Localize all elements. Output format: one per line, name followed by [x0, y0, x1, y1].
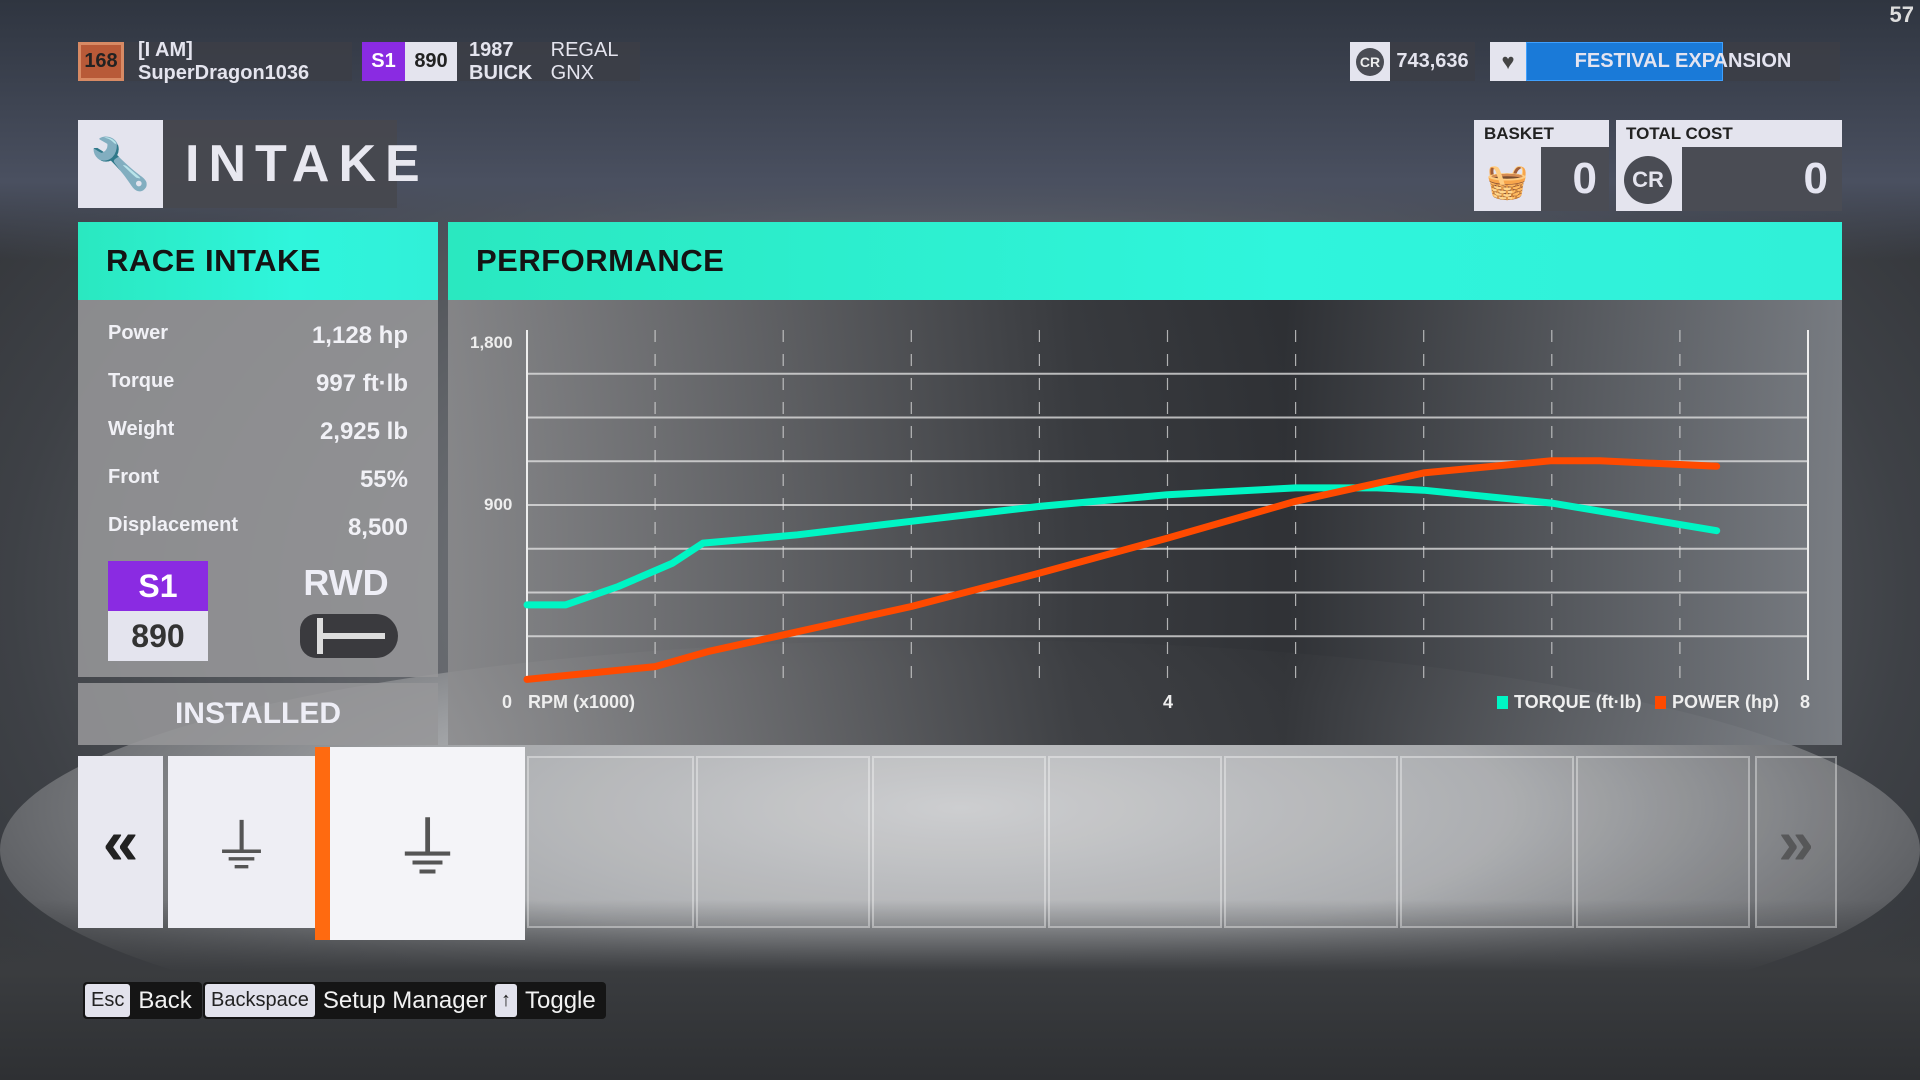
- total-cost-box: TOTAL COST CR 0: [1616, 120, 1842, 211]
- back-label: Back: [138, 986, 192, 1014]
- stat-row-weight: Weight 2,925 lb: [108, 418, 408, 446]
- legend-label: POWER (hp): [1672, 692, 1779, 712]
- race-intake-icon: ⏚: [392, 810, 463, 888]
- stat-label: Displacement: [108, 514, 239, 536]
- next-page-button[interactable]: »: [1755, 756, 1837, 928]
- empty-part-slot: [872, 756, 1046, 928]
- toggle-label: Toggle: [525, 986, 596, 1014]
- basket-icon: 🧺: [1486, 163, 1529, 201]
- empty-part-slot: [1576, 756, 1750, 928]
- part-info-panel: RACE INTAKE Power 1,128 hp Torque 997 ft·l…: [78, 222, 438, 677]
- torque-curve: [523, 484, 1721, 609]
- pi-badge: 890: [108, 611, 208, 661]
- stat-row-torque: Torque 997 ft·lb: [108, 370, 408, 398]
- wrench-icon: 🔧: [78, 120, 163, 208]
- legend-swatch-power: [1655, 696, 1666, 709]
- x-tick-0: 0: [502, 692, 513, 712]
- legend-swatch-torque: [1497, 696, 1508, 709]
- installed-status: INSTALLED: [78, 683, 438, 745]
- stat-label: Front: [108, 466, 160, 488]
- previous-page-button[interactable]: «: [78, 756, 163, 928]
- player-badge: 168 [I AM] SuperDragon1036: [78, 39, 352, 84]
- player-level: 168: [78, 42, 124, 81]
- setup-manager-label: Setup Manager: [322, 986, 487, 1014]
- page-title: INTAKE: [163, 120, 420, 208]
- y-tick-1800: 1,800: [470, 333, 513, 352]
- car-model: REGAL GNX: [550, 38, 618, 84]
- stat-value: 1,128 hp: [311, 322, 408, 349]
- setup-manager-button[interactable]: Backspace Setup Manager: [203, 982, 497, 1019]
- legend-power: POWER (hp): [1655, 692, 1779, 713]
- basket-count: 0: [1541, 147, 1609, 211]
- empty-part-slot: [1400, 756, 1574, 928]
- key-esc: Esc: [85, 984, 131, 1017]
- festival-expansion-meter: ♥ FESTIVAL EXPANSION: [1490, 42, 1840, 81]
- class-badge: S1: [108, 561, 208, 611]
- stat-row-displacement: Displacement 8,500: [108, 514, 408, 542]
- stat-label: Weight: [108, 418, 175, 440]
- y-tick-900: 900: [484, 495, 513, 514]
- drivetrain-label: RWD: [303, 562, 389, 603]
- key-up-arrow: ↑: [495, 984, 517, 1017]
- festival-label: FESTIVAL EXPANSION: [1574, 50, 1792, 72]
- part-tile-stock-filter[interactable]: ⏚: [168, 756, 315, 928]
- stat-value: 997 ft·lb: [315, 370, 408, 397]
- fps-counter: 57: [1889, 2, 1914, 27]
- empty-part-slot: [696, 756, 870, 928]
- empty-part-slot: [527, 756, 694, 928]
- stat-label: Power: [108, 322, 169, 344]
- credits-value: 743,636: [1390, 42, 1475, 81]
- air-filter-icon: ⏚: [211, 813, 272, 881]
- basket-label: BASKET: [1484, 124, 1554, 143]
- rwd-car-icon: [300, 614, 398, 658]
- credits-display: CR 743,636: [1350, 42, 1475, 81]
- stat-row-front: Front 55%: [108, 466, 408, 494]
- power-curve: [523, 457, 1721, 683]
- basket-box: BASKET 🧺 0: [1474, 120, 1609, 211]
- empty-part-slot: [1048, 756, 1222, 928]
- selection-indicator: [315, 747, 330, 940]
- car-badge: S1 890 1987 BUICK REGAL GNX: [362, 39, 640, 84]
- stat-label: Torque: [108, 370, 175, 392]
- car-class: S1: [362, 42, 405, 81]
- empty-part-slot: [1224, 756, 1398, 928]
- part-name: RACE INTAKE: [78, 222, 438, 300]
- legend-label: TORQUE (ft·lb): [1514, 692, 1642, 712]
- car-pi: 890: [405, 42, 457, 81]
- gamertag: [I AM] SuperDragon1036: [124, 39, 352, 84]
- toggle-button[interactable]: ↑ Toggle: [493, 982, 606, 1019]
- x-tick-4: 4: [1163, 692, 1174, 712]
- stat-value: 55%: [359, 466, 408, 493]
- legend-torque: TORQUE (ft·lb): [1497, 692, 1642, 713]
- key-backspace: Backspace: [205, 984, 315, 1017]
- festival-person-heart-icon: ♥: [1490, 42, 1526, 81]
- performance-title: PERFORMANCE: [448, 222, 1842, 300]
- credits-icon: CR: [1624, 156, 1672, 204]
- back-button[interactable]: Esc Back: [83, 982, 202, 1019]
- car-make-year: 1987 BUICK: [469, 38, 533, 84]
- part-tile-race-intake-selected[interactable]: ⏚: [330, 747, 525, 940]
- x-tick-8: 8: [1800, 692, 1811, 712]
- total-cost-value: 0: [1682, 147, 1842, 211]
- total-cost-label: TOTAL COST: [1626, 124, 1733, 143]
- stat-row-power: Power 1,128 hp: [108, 322, 408, 350]
- x-axis-label: RPM (x1000): [528, 692, 636, 712]
- credits-icon: CR: [1356, 47, 1384, 76]
- stat-value: 2,925 lb: [319, 418, 408, 445]
- stat-value: 8,500: [347, 514, 408, 541]
- festival-progress-fill: [1526, 42, 1723, 81]
